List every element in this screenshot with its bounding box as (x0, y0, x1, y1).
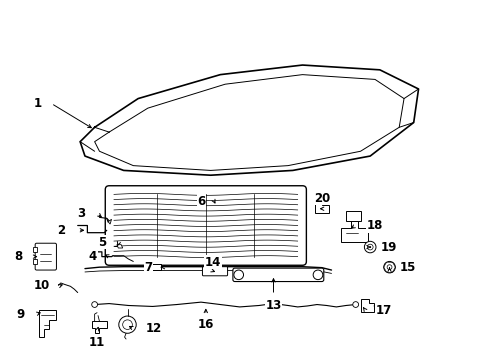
Text: 19: 19 (380, 240, 396, 253)
Text: 11: 11 (89, 336, 105, 349)
Text: 18: 18 (366, 219, 382, 232)
Text: 13: 13 (265, 299, 281, 312)
FancyBboxPatch shape (35, 243, 56, 270)
Polygon shape (92, 321, 106, 333)
Polygon shape (80, 65, 418, 175)
Text: 7: 7 (144, 261, 152, 274)
Text: 16: 16 (197, 318, 214, 331)
Polygon shape (314, 201, 328, 212)
Text: 8: 8 (14, 250, 22, 263)
Polygon shape (33, 259, 37, 264)
Text: 1: 1 (33, 97, 41, 110)
Circle shape (386, 265, 391, 270)
Polygon shape (33, 247, 37, 252)
Text: 5: 5 (98, 236, 106, 249)
Bar (152, 264, 161, 270)
Bar (151, 264, 161, 270)
FancyBboxPatch shape (105, 186, 306, 265)
Text: 4: 4 (89, 250, 97, 263)
Text: 2: 2 (58, 224, 65, 237)
Circle shape (364, 241, 375, 253)
Polygon shape (346, 211, 360, 221)
Circle shape (233, 270, 243, 280)
Text: 10: 10 (33, 279, 50, 292)
Polygon shape (108, 219, 111, 224)
Polygon shape (39, 310, 56, 337)
Text: 9: 9 (16, 307, 24, 321)
Circle shape (366, 244, 372, 250)
Circle shape (352, 302, 358, 307)
Text: 3: 3 (77, 207, 85, 220)
Polygon shape (360, 299, 373, 312)
Circle shape (122, 320, 132, 329)
Text: 20: 20 (313, 192, 329, 205)
Polygon shape (117, 245, 122, 248)
Text: 15: 15 (399, 261, 416, 274)
Circle shape (119, 316, 136, 333)
Circle shape (383, 261, 394, 273)
FancyBboxPatch shape (202, 267, 227, 276)
Circle shape (312, 270, 322, 280)
Text: 17: 17 (375, 304, 391, 317)
Polygon shape (341, 221, 367, 242)
Text: 14: 14 (204, 256, 221, 269)
Text: 6: 6 (197, 195, 205, 208)
Circle shape (92, 302, 97, 307)
FancyBboxPatch shape (232, 268, 323, 282)
Text: 12: 12 (145, 322, 162, 335)
